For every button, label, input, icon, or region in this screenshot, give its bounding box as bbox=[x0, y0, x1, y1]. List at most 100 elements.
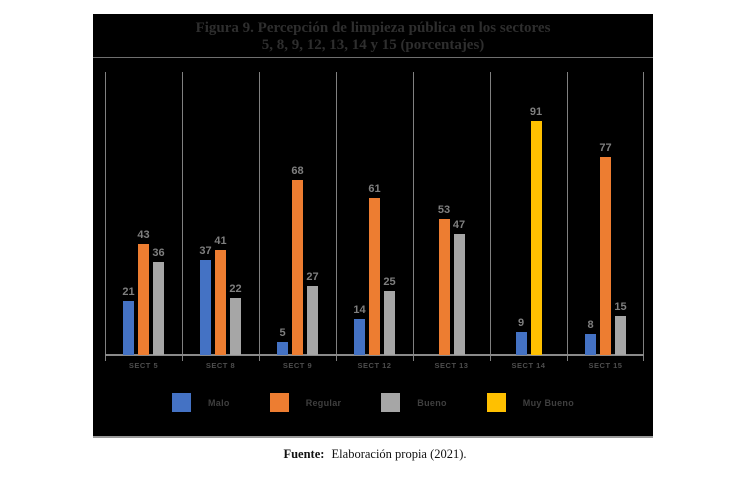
bar-muy-bueno bbox=[530, 121, 542, 355]
x-tick-label: SECT 13 bbox=[434, 361, 469, 370]
bar-slot: 47 bbox=[452, 72, 466, 355]
bar-slot: 15 bbox=[614, 72, 627, 355]
bar-slot: 25 bbox=[383, 72, 396, 355]
bar-slot: 41 bbox=[214, 72, 227, 355]
bar-value-label: 61 bbox=[368, 183, 381, 195]
bar-group-sect-15: 8 77 15 bbox=[567, 72, 644, 355]
bar-regular bbox=[369, 198, 380, 355]
source-label: Fuente: bbox=[283, 447, 325, 461]
title-divider bbox=[93, 57, 653, 58]
bar-group-sect-14: 9 91 bbox=[490, 72, 567, 355]
bar-slot: 77 bbox=[599, 72, 612, 355]
bar-value-label: 5 bbox=[279, 327, 286, 339]
x-tick-label: SECT 9 bbox=[282, 361, 313, 370]
x-tick-label: SECT 8 bbox=[205, 361, 236, 370]
bar-regular bbox=[292, 180, 303, 355]
source-note: Fuente: Elaboración propia (2021). bbox=[0, 447, 750, 462]
grid-line bbox=[336, 72, 337, 361]
bar-malo bbox=[200, 260, 211, 355]
bar-regular bbox=[438, 219, 450, 355]
grid-line bbox=[105, 72, 106, 361]
grid-line bbox=[413, 72, 414, 361]
legend-swatch-icon bbox=[381, 393, 401, 412]
chart-title-line1: Figura 9. Percepción de limpieza pública… bbox=[195, 20, 551, 36]
bar-bueno bbox=[384, 291, 395, 355]
bar-value-label: 91 bbox=[529, 106, 543, 118]
legend-label: Malo bbox=[207, 397, 230, 408]
bar-malo bbox=[354, 319, 365, 355]
bar-value-label: 27 bbox=[306, 271, 319, 283]
bar-group-sect-5: 21 43 36 bbox=[105, 72, 182, 355]
bar-slot: 61 bbox=[368, 72, 381, 355]
x-tick-label: SECT 5 bbox=[128, 361, 159, 370]
chart-panel: Figura 9. Percepción de limpieza pública… bbox=[93, 14, 653, 438]
bar-slot: 9 bbox=[515, 72, 527, 355]
bar-slot: 37 bbox=[199, 72, 212, 355]
bar-malo bbox=[515, 332, 527, 355]
plot-area: 21 43 36 37 41 22 5 68 27 14 61 25 53 47 9 91 8 77 15 bbox=[105, 72, 644, 361]
bar-malo bbox=[277, 342, 288, 355]
bar-value-label: 25 bbox=[383, 276, 396, 288]
x-axis-line bbox=[105, 354, 644, 356]
grid-line bbox=[182, 72, 183, 361]
legend: Malo Regular Bueno Muy Bueno bbox=[93, 393, 653, 412]
legend-label: Bueno bbox=[417, 397, 447, 408]
source-text: Elaboración propia (2021). bbox=[331, 447, 467, 461]
legend-item-muy-bueno: Muy Bueno bbox=[486, 393, 574, 412]
bar-slot: 91 bbox=[529, 72, 543, 355]
x-tick-label: SECT 12 bbox=[357, 361, 392, 370]
x-tick-label: SECT 15 bbox=[588, 361, 623, 370]
bar-bueno bbox=[453, 234, 465, 355]
x-axis-labels: SECT 5 SECT 8 SECT 9 SECT 12 SECT 13 SECT 14 S… bbox=[105, 361, 644, 373]
bar-slot: 43 bbox=[137, 72, 150, 355]
legend-label: Muy Bueno bbox=[522, 397, 574, 408]
bar-slot: 22 bbox=[229, 72, 242, 355]
bar-group-sect-12: 14 61 25 bbox=[336, 72, 413, 355]
legend-swatch-icon bbox=[171, 393, 191, 412]
bar-group-sect-8: 37 41 22 bbox=[182, 72, 259, 355]
bar-slot: 68 bbox=[291, 72, 304, 355]
bar-slot: 21 bbox=[122, 72, 135, 355]
legend-label: Regular bbox=[305, 397, 342, 408]
bar-slot: 8 bbox=[585, 72, 596, 355]
grid-line bbox=[643, 72, 644, 361]
chart-title-line2: 5, 8, 9, 12, 13, 14 y 15 (porcentajes) bbox=[261, 37, 485, 53]
legend-item-regular: Regular bbox=[269, 393, 342, 412]
bar-value-label: 41 bbox=[214, 235, 227, 247]
bar-value-label: 53 bbox=[437, 204, 451, 216]
bar-value-label: 8 bbox=[587, 319, 594, 331]
grid-line bbox=[567, 72, 568, 361]
bar-group-sect-13: 53 47 bbox=[413, 72, 490, 355]
bar-slot: 27 bbox=[306, 72, 319, 355]
bar-value-label: 15 bbox=[614, 301, 627, 313]
bar-bueno bbox=[230, 298, 241, 355]
bar-group-sect-9: 5 68 27 bbox=[259, 72, 336, 355]
bar-value-label: 68 bbox=[291, 165, 304, 177]
bar-value-label: 37 bbox=[199, 245, 212, 257]
bar-value-label: 36 bbox=[152, 247, 165, 259]
bar-value-label: 14 bbox=[353, 304, 366, 316]
bar-value-label: 47 bbox=[452, 219, 466, 231]
x-tick-label: SECT 14 bbox=[511, 361, 546, 370]
legend-item-bueno: Bueno bbox=[381, 393, 447, 412]
grid-line bbox=[490, 72, 491, 361]
bar-slot: 53 bbox=[437, 72, 451, 355]
legend-swatch-icon bbox=[486, 393, 506, 412]
bar-value-label: 21 bbox=[122, 286, 135, 298]
bar-slot: 5 bbox=[277, 72, 288, 355]
grid-line bbox=[259, 72, 260, 361]
bar-slot: 36 bbox=[152, 72, 165, 355]
bar-bueno bbox=[153, 262, 164, 355]
bar-value-label: 77 bbox=[599, 142, 612, 154]
bar-bueno bbox=[615, 316, 626, 355]
legend-item-malo: Malo bbox=[171, 393, 230, 412]
bar-bueno bbox=[307, 286, 318, 355]
bar-regular bbox=[215, 250, 226, 355]
legend-swatch-icon bbox=[269, 393, 289, 412]
bar-malo bbox=[585, 334, 596, 355]
bar-slot: 14 bbox=[353, 72, 366, 355]
bar-value-label: 22 bbox=[229, 283, 242, 295]
bar-malo bbox=[123, 301, 134, 355]
bar-regular bbox=[600, 157, 611, 355]
